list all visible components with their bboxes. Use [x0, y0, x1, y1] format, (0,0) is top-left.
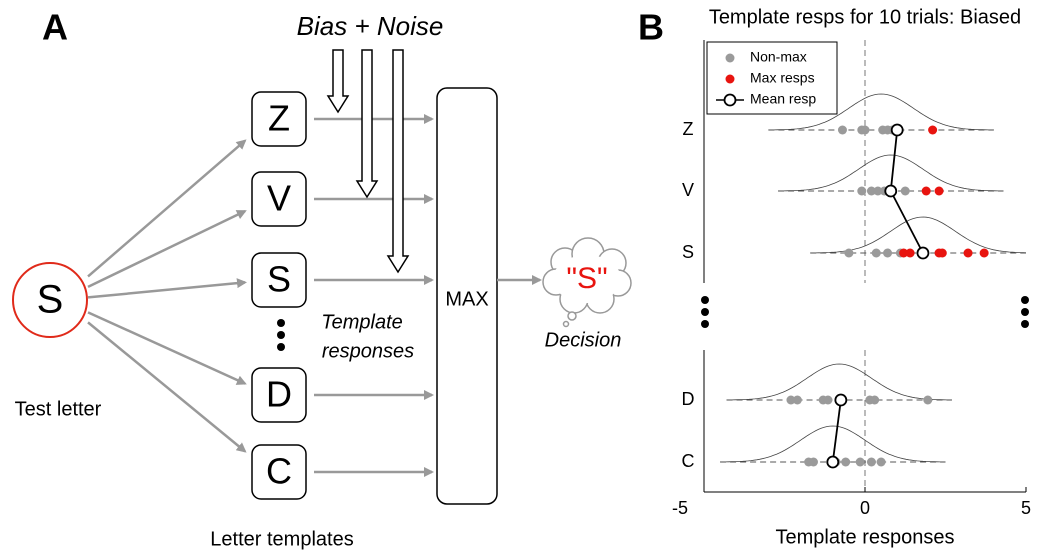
- max-box: [436, 87, 498, 505]
- max-point: [905, 248, 915, 258]
- non-max-point: [873, 186, 883, 196]
- noise-arrow: [386, 49, 410, 274]
- mean-point: [916, 246, 930, 260]
- x-tick-label: 0: [860, 498, 870, 518]
- noise-arrow: [326, 49, 350, 114]
- mean-point: [826, 455, 840, 469]
- arrow: [87, 321, 247, 453]
- max-point: [934, 186, 944, 196]
- y-tick-label: C: [682, 451, 695, 471]
- responses-caption: Template: [321, 311, 403, 333]
- y-tick-label: D: [682, 389, 695, 409]
- template-letter: V: [267, 178, 291, 219]
- non-max-point: [870, 395, 880, 405]
- curve: [768, 93, 994, 131]
- chart-title: Template resps for 10 trials: Biased: [709, 6, 1021, 28]
- max-label: MAX: [445, 288, 488, 310]
- decision-caption: Decision: [545, 329, 622, 351]
- ellipsis: [277, 319, 285, 351]
- max-point: [928, 125, 938, 135]
- mean-point: [890, 123, 904, 137]
- non-max-point: [837, 125, 847, 135]
- max-point: [937, 248, 947, 258]
- templates-caption: Letter templates: [210, 528, 353, 550]
- decision-value: "S": [566, 262, 607, 295]
- non-max-point: [857, 186, 867, 196]
- curve: [810, 216, 1027, 254]
- non-max-point: [823, 395, 833, 405]
- non-max-point: [866, 457, 876, 467]
- curve: [726, 363, 952, 401]
- non-max-point: [876, 457, 886, 467]
- y-tick-label: Z: [683, 119, 694, 139]
- test-caption: Test letter: [15, 398, 102, 420]
- legend-marker: [725, 74, 735, 84]
- arrow: [87, 311, 247, 385]
- responses-caption: responses: [322, 340, 414, 362]
- curve: [720, 425, 946, 463]
- non-max-point: [860, 125, 870, 135]
- max-point: [899, 248, 909, 258]
- legend-marker: [725, 53, 735, 63]
- mean-point: [884, 184, 898, 198]
- template-box: [251, 444, 307, 500]
- ellipsis: [701, 296, 1029, 328]
- template-letter: D: [266, 374, 292, 415]
- diagram: Bias + Noise S Test letter MAX "S" Decis…: [12, 11, 632, 550]
- x-axis-label: Template responses: [776, 526, 955, 548]
- template-box: [251, 252, 307, 308]
- non-max-point: [866, 186, 876, 196]
- arrow: [87, 209, 247, 288]
- arrow: [87, 139, 247, 278]
- template-box: [251, 91, 307, 147]
- non-max-point: [855, 457, 865, 467]
- template-letter: C: [266, 451, 292, 492]
- test-circle: [12, 262, 88, 338]
- noise-arrow: [355, 49, 379, 199]
- y-tick-label: S: [682, 242, 694, 262]
- non-max-point: [841, 457, 851, 467]
- curve: [778, 154, 1004, 192]
- panel-label: B: [638, 7, 664, 48]
- non-max-point: [871, 248, 881, 258]
- template-box: [251, 367, 307, 423]
- non-max-point: [792, 395, 802, 405]
- non-max-point: [844, 248, 854, 258]
- x-tick-label: -5: [672, 498, 688, 518]
- legend-label: Max resps: [750, 70, 815, 86]
- test-letter: S: [37, 278, 64, 322]
- max-point: [963, 248, 973, 258]
- panel-label: A: [42, 7, 68, 48]
- x-tick-label: 5: [1021, 498, 1031, 518]
- non-max-point: [923, 395, 933, 405]
- legend-marker: [723, 93, 737, 107]
- template-box: [251, 171, 307, 227]
- template-letter: S: [267, 259, 291, 300]
- template-letter: Z: [268, 98, 290, 139]
- non-max-point: [808, 457, 818, 467]
- non-max-point: [883, 248, 893, 258]
- bias-noise-label: Bias + Noise: [297, 11, 444, 41]
- non-max-point: [900, 186, 910, 196]
- arrow: [87, 278, 247, 299]
- y-tick-label: V: [682, 180, 694, 200]
- max-point: [979, 248, 989, 258]
- max-point: [921, 186, 931, 196]
- non-max-point: [786, 395, 796, 405]
- mean-point: [834, 393, 848, 407]
- legend-label: Non-max: [750, 49, 807, 65]
- thought-cloud: [542, 237, 632, 328]
- mean-line: [831, 399, 842, 463]
- legend-label: Mean resp: [750, 91, 816, 107]
